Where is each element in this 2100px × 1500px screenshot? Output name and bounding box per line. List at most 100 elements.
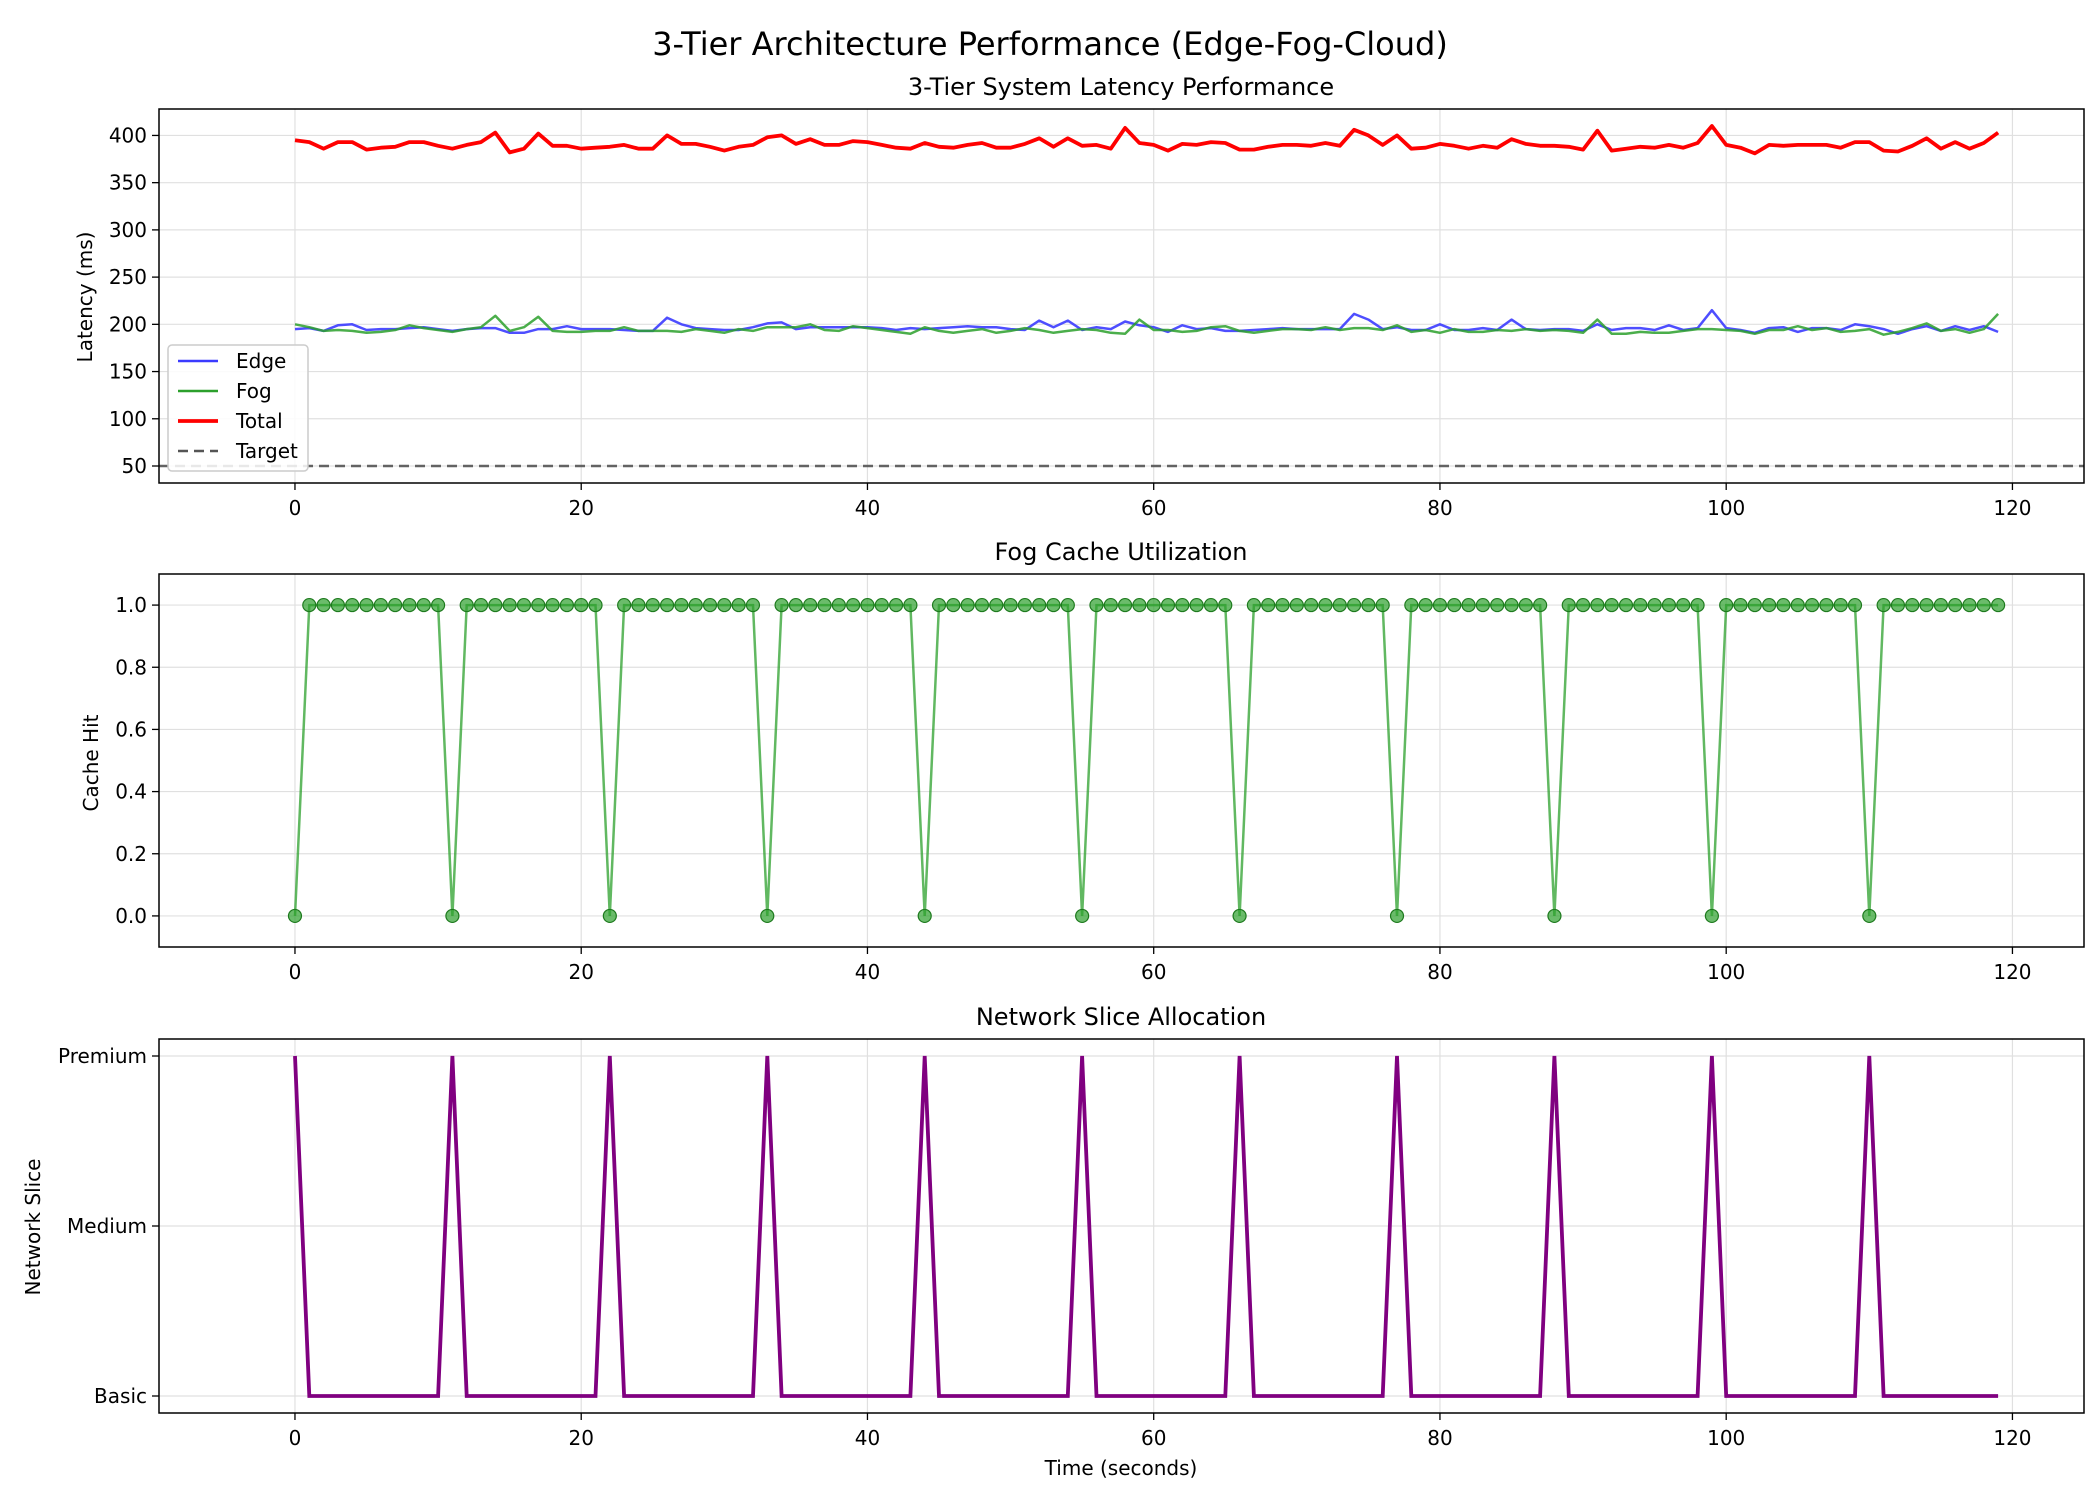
- x-tick-label: 0: [289, 496, 302, 520]
- cache-hit-marker: [1375, 597, 1390, 613]
- cache-hit-marker: [1633, 597, 1648, 613]
- cache-hit-marker: [1747, 597, 1762, 613]
- cache-hit-marker: [888, 597, 904, 613]
- cache-hit-marker: [1776, 597, 1791, 613]
- cache-hit-marker: [1032, 597, 1047, 613]
- latency-legend: Edge Fog Total Target: [167, 344, 309, 472]
- x-tick-label: 40: [855, 1426, 880, 1450]
- cache-hit-marker: [1003, 597, 1018, 613]
- cache-hit-marker: [1089, 597, 1104, 613]
- cache-hit-marker: [1819, 597, 1834, 613]
- cache-hit-marker: [1933, 597, 1948, 613]
- cache-hit-marker: [1075, 908, 1090, 924]
- cache-hit-marker: [1862, 908, 1877, 924]
- slice-y-axis-label: Network Slice: [21, 1159, 45, 1296]
- cache-hit-marker: [287, 908, 303, 924]
- cache-hit-marker: [1962, 597, 1977, 613]
- cache-hit-marker: [1432, 597, 1448, 613]
- latency-grid: [159, 109, 2084, 483]
- cache-hit-marker: [345, 597, 360, 613]
- legend-label: Total: [235, 409, 283, 433]
- cache-hit-marker: [989, 597, 1004, 613]
- cache-hit-marker: [974, 597, 990, 613]
- cache-hit-marker: [1561, 597, 1576, 613]
- fog-series-line: [294, 313, 2000, 336]
- cache-hit-marker: [1575, 597, 1591, 613]
- x-tick-label: 120: [1993, 1426, 2031, 1450]
- cache-hit-marker: [1318, 597, 1333, 613]
- cache-hit-marker: [1518, 597, 1533, 613]
- cache-hit-marker: [330, 597, 346, 613]
- cache-hit-marker: [502, 597, 517, 613]
- cache-hit-marker: [831, 597, 846, 613]
- y-tick-label: 50: [122, 454, 147, 478]
- total-series-line: [294, 124, 2000, 156]
- cache-hit-marker: [1991, 597, 2006, 613]
- cache-hit-marker: [1833, 597, 1848, 613]
- slice-series: [293, 1055, 1999, 1398]
- cache-hit-marker: [1332, 597, 1347, 613]
- cache-hit-marker: [1661, 597, 1677, 613]
- legend-label: Fog: [236, 379, 272, 403]
- cache-hit-marker: [702, 597, 718, 613]
- cache-hit-marker: [960, 597, 975, 613]
- cache-series: [287, 597, 2006, 924]
- y-tick-label: 0.4: [115, 780, 147, 804]
- cache-hit-marker: [531, 597, 546, 613]
- cache-hit-marker: [1905, 597, 1920, 613]
- cache-hit-marker: [1304, 597, 1319, 613]
- x-tick-label: 40: [855, 960, 880, 984]
- slice-plot-frame: [158, 1038, 2085, 1414]
- x-tick-label: 0: [289, 960, 302, 984]
- y-tick-label: 350: [109, 171, 147, 195]
- cache-hit-marker: [559, 597, 574, 613]
- cache-hit-marker: [674, 597, 689, 613]
- x-tick-label: 20: [568, 960, 593, 984]
- cache-hit-marker: [731, 597, 746, 613]
- cache-hit-marker: [1919, 597, 1934, 613]
- cache-hit-marker: [1261, 597, 1276, 613]
- cache-hit-marker: [1218, 597, 1233, 613]
- y-tick-label: Premium: [58, 1044, 147, 1068]
- cache-hit-marker: [588, 597, 603, 613]
- cache-hit-marker: [1346, 597, 1362, 613]
- cache-hit-marker: [688, 597, 703, 613]
- cache-hit-marker: [631, 597, 646, 613]
- cache-hit-marker: [860, 597, 875, 613]
- cache-hit-marker: [1847, 597, 1863, 613]
- cache-hit-marker: [302, 597, 317, 613]
- cache-hit-marker: [903, 597, 918, 613]
- cache-grid: [159, 574, 2084, 947]
- x-tick-label: 100: [1707, 496, 1745, 520]
- x-tick-label: 80: [1427, 1426, 1452, 1450]
- latency-panel: 3-Tier System Latency Performance Latenc…: [73, 73, 2085, 520]
- cache-hit-marker: [1404, 597, 1419, 613]
- cache-hit-marker: [917, 908, 932, 924]
- cache-hit-marker: [874, 597, 889, 613]
- cache-panel-title: Fog Cache Utilization: [994, 538, 1247, 566]
- x-tick-label: 20: [568, 496, 593, 520]
- cache-hit-marker: [1948, 597, 1963, 613]
- cache-hit-marker: [717, 597, 732, 613]
- slice-grid: [159, 1039, 2084, 1413]
- latency-panel-title: 3-Tier System Latency Performance: [908, 73, 1334, 101]
- cache-hit-marker: [1490, 597, 1505, 613]
- legend-box: [167, 344, 309, 472]
- y-tick-label: 0.0: [115, 904, 147, 928]
- y-tick-label: 0.8: [115, 655, 147, 679]
- x-tick-label: 20: [568, 1426, 593, 1450]
- cache-hit-marker: [931, 597, 947, 613]
- slice-panel: Network Slice Allocation Network Slice T…: [21, 1003, 2085, 1480]
- cache-hit-marker: [602, 908, 617, 924]
- cache-hit-marker: [774, 597, 789, 613]
- cache-hit-marker: [1504, 597, 1519, 613]
- cache-hit-marker: [1976, 597, 1991, 613]
- cache-hit-marker: [1275, 597, 1290, 613]
- cache-hit-marker: [745, 597, 761, 613]
- x-tick-label: 100: [1707, 1426, 1745, 1450]
- cache-hit-marker: [1232, 908, 1247, 924]
- cache-hit-marker: [1604, 597, 1619, 613]
- cache-hit-marker: [946, 597, 961, 613]
- latency-ticks: 0 20 40 60 80 100 120 50 100 150 200 250 300 350 400: [109, 123, 2032, 520]
- cache-hit-marker: [817, 597, 832, 613]
